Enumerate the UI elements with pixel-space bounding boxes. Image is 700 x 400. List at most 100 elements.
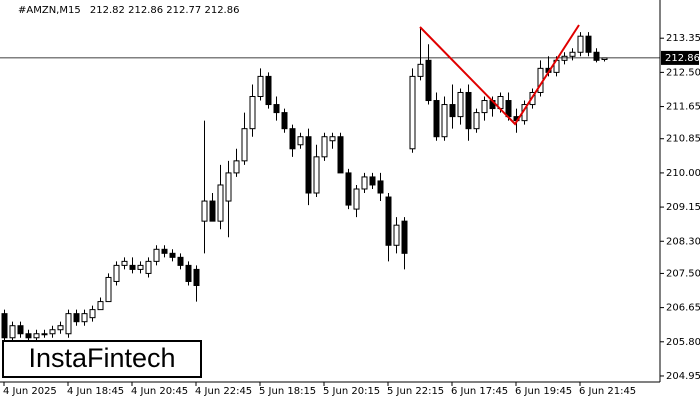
- candle-body: [321, 136, 328, 158]
- candle-body: [97, 301, 104, 311]
- candle-body: [9, 325, 16, 339]
- y-tick-label: 208.30: [666, 236, 700, 247]
- candle-body: [417, 63, 424, 77]
- y-tick-label: 206.65: [666, 303, 700, 314]
- y-tick-label: 204.95: [666, 371, 700, 382]
- candle-body: [353, 188, 360, 210]
- candle-body: [177, 256, 184, 266]
- y-tick-label: 205.80: [666, 337, 700, 348]
- x-tick-label: 4 Jun 22:45: [195, 386, 252, 397]
- candle-body: [481, 100, 488, 114]
- candle-body: [41, 333, 48, 336]
- last-price-box: [661, 50, 699, 65]
- candle-body: [377, 180, 384, 194]
- candle-body: [65, 313, 72, 335]
- x-tick-label: 5 Jun 18:15: [259, 386, 316, 397]
- symbol: #AMZN,M15: [18, 5, 81, 16]
- candle-body: [281, 112, 288, 130]
- candle-body: [257, 75, 264, 98]
- candle-body: [33, 333, 40, 339]
- candle-body: [121, 260, 128, 266]
- candle-body: [385, 196, 392, 246]
- x-tick-label: 5 Jun 20:15: [323, 386, 380, 397]
- candle-body: [409, 75, 416, 150]
- candle-body: [289, 128, 296, 150]
- candle-body: [369, 176, 376, 186]
- candle-body: [329, 136, 336, 142]
- x-tick-label: 6 Jun 19:45: [515, 386, 572, 397]
- header-close: 212.86: [204, 5, 239, 16]
- candle-body: [153, 248, 160, 262]
- watermark: InstaFintech: [28, 343, 175, 373]
- candle-body: [137, 264, 144, 270]
- y-tick-label: 210.00: [666, 168, 700, 179]
- candle-body: [337, 136, 344, 174]
- candle-body: [81, 313, 88, 323]
- candle-body: [457, 91, 464, 118]
- candle-body: [89, 309, 96, 319]
- candle-body: [57, 325, 64, 331]
- candle-body: [569, 51, 576, 57]
- y-tick-label: 210.85: [666, 134, 700, 145]
- candle-body: [209, 200, 216, 222]
- candle-body: [105, 276, 112, 303]
- candle-body: [193, 268, 200, 286]
- candle-body: [473, 112, 480, 130]
- candle-body: [145, 260, 152, 274]
- candle-body: [393, 224, 400, 246]
- candle-body: [593, 51, 600, 61]
- watermark-frame: [2, 340, 202, 378]
- watermark-box: InstaFintech: [2, 340, 202, 378]
- y-tick-label: 211.65: [666, 102, 700, 113]
- double-top-pattern: [419, 24, 580, 126]
- candle-body: [449, 104, 456, 118]
- candle-body: [401, 220, 408, 254]
- candle-body: [265, 75, 272, 106]
- x-tick-label: 4 Jun 20:45: [131, 386, 188, 397]
- y-tick-label: 207.50: [666, 268, 700, 279]
- candle-body: [241, 128, 248, 162]
- candle-body: [17, 325, 24, 335]
- y-tick-label: 209.15: [666, 202, 700, 213]
- candle-body: [465, 91, 472, 130]
- candle-body: [577, 35, 584, 53]
- candle-body: [233, 160, 240, 174]
- x-tick-label: 6 Jun 17:45: [451, 386, 508, 397]
- candle-body: [305, 136, 312, 194]
- x-tick-label: 6 Jun 21:45: [579, 386, 636, 397]
- candle-body: [361, 176, 368, 190]
- candle-body: [169, 252, 176, 258]
- candle-body: [25, 333, 32, 339]
- y-tick-label: 212.50: [666, 67, 700, 78]
- candle-body: [345, 172, 352, 206]
- candle-body: [297, 136, 304, 146]
- candle-body: [185, 264, 192, 282]
- candle-body: [225, 172, 232, 202]
- candle-body: [273, 104, 280, 114]
- candle-body: [129, 264, 136, 270]
- candle-body: [441, 104, 448, 138]
- candle-body: [73, 313, 80, 323]
- candle-body: [161, 248, 168, 254]
- candle-body: [1, 313, 8, 339]
- candle-body: [561, 55, 568, 61]
- x-tick-label: 4 Jun 18:45: [67, 386, 124, 397]
- header-open: 212.82: [90, 5, 125, 16]
- x-tick-label: 5 Jun 22:15: [387, 386, 444, 397]
- last-price-label: 212.86: [665, 53, 700, 64]
- header-low: 212.77: [166, 5, 201, 16]
- candle-body: [313, 156, 320, 194]
- header-high: 212.86: [128, 5, 163, 16]
- candle-body: [585, 35, 592, 53]
- candle-body: [217, 184, 224, 222]
- candle-body: [433, 100, 440, 138]
- candle-body: [49, 329, 56, 335]
- candle-body: [113, 264, 120, 282]
- chart-header: #AMZN,M15 212.82 212.86 212.77 212.86: [18, 5, 239, 16]
- candle-body: [425, 59, 432, 102]
- y-tick-label: 213.35: [666, 33, 700, 44]
- x-tick-label: 4 Jun 2025: [3, 386, 57, 397]
- candle-body: [249, 96, 256, 130]
- candle-body: [201, 200, 208, 222]
